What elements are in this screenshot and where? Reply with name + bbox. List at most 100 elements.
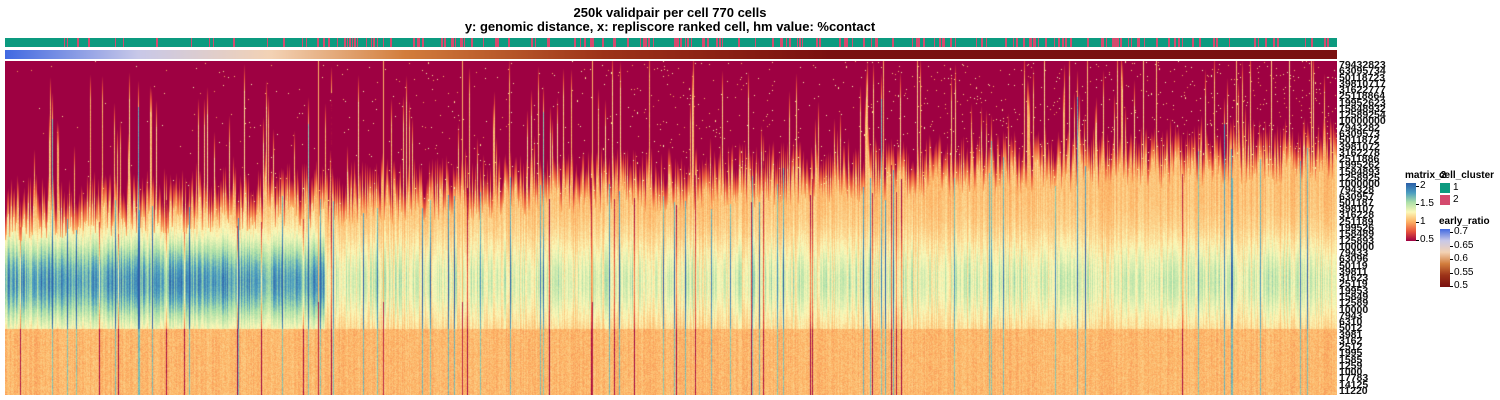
early-ratio-legend-title: early_ratio <box>1439 216 1490 227</box>
cluster-2-cell-mark <box>707 38 708 47</box>
cluster-2-cell-mark <box>1254 38 1256 47</box>
row-label: 3162278 <box>1339 146 1380 159</box>
cluster-2-cell-mark <box>645 38 647 47</box>
cluster-1-label: 1 <box>1453 182 1459 193</box>
cluster-2-cell-mark <box>283 38 285 47</box>
cluster-2-cell-mark <box>1058 38 1060 47</box>
cluster-2-cell-mark <box>1311 38 1313 47</box>
early-ratio-tick-mark <box>1450 272 1453 274</box>
row-label: 50118723 <box>1339 71 1386 84</box>
row-label: 39811 <box>1339 265 1368 278</box>
cluster-2-cell-mark <box>1229 38 1230 47</box>
early-ratio-gradient <box>1440 229 1450 287</box>
row-label: 15848932 <box>1339 102 1386 115</box>
row-label: 17783 <box>1339 372 1369 385</box>
cluster-2-cell-mark <box>1327 38 1329 47</box>
cluster-2-cell-mark <box>981 38 983 47</box>
cluster-bar-background <box>5 38 1337 47</box>
row-label: 158489 <box>1339 228 1375 241</box>
cluster-2-cell-mark <box>328 38 330 47</box>
cluster-2-cell-mark <box>1065 38 1067 47</box>
cluster-2-cell-mark <box>685 38 686 47</box>
cluster-2-cell-mark <box>1156 38 1158 47</box>
cluster-2-cell-mark <box>950 38 952 47</box>
cluster-2-cell-mark <box>156 38 158 47</box>
row-label: 79432823 <box>1339 60 1386 71</box>
cluster-2-cell-mark <box>819 38 821 47</box>
cluster-2-cell-mark <box>209 38 210 47</box>
cluster-2-cell-mark <box>508 38 510 47</box>
early-ratio-tick-mark <box>1450 259 1453 260</box>
cluster-2-cell-mark <box>944 38 945 47</box>
cluster-2-cell-mark <box>417 38 419 47</box>
cluster-2-cell-mark <box>350 38 351 47</box>
cluster-2-cell-mark <box>1005 38 1007 47</box>
cluster-2-cell-mark <box>939 38 941 47</box>
cluster-2-cell-mark <box>1030 38 1031 47</box>
cluster-2-cell-mark <box>678 38 679 47</box>
row-label: 794328 <box>1339 184 1375 197</box>
cluster-2-cell-mark <box>495 38 497 47</box>
cluster-2-cell-mark <box>357 38 358 47</box>
row-label: 50119 <box>1339 259 1368 272</box>
cluster-2-cell-mark <box>839 38 841 47</box>
cluster-2-cell-mark <box>1131 38 1132 47</box>
cluster-2-cell-mark <box>347 38 348 47</box>
cluster-2-cell-mark <box>1112 38 1114 47</box>
cluster-2-cell-mark <box>77 38 79 47</box>
cluster-2-cell-mark <box>390 38 392 47</box>
matrix-2-tick-label: 2 <box>1420 180 1426 191</box>
chart-title: 250k validpair per cell 770 cells <box>573 5 767 20</box>
cluster-2-cell-mark <box>377 38 378 47</box>
cluster-2-cell-mark <box>64 38 65 47</box>
cluster-2-cell-mark <box>676 38 677 47</box>
row-label: 39810717 <box>1339 77 1386 90</box>
cluster-2-cell-mark <box>483 38 484 47</box>
early-ratio-tick-label: 0.65 <box>1454 239 1474 251</box>
cluster-2-cell-mark <box>1324 38 1326 47</box>
cluster-2-cell-mark <box>352 38 353 47</box>
row-label: 14125 <box>1339 378 1369 391</box>
matrix-2-tick-mark <box>1416 222 1419 223</box>
cluster-2-cell-mark <box>1101 38 1102 47</box>
cluster-2-cell-mark <box>876 38 878 47</box>
cluster-2-cell-mark <box>1023 38 1025 47</box>
cluster-2-cell-mark <box>462 38 463 47</box>
row-label: 1258925 <box>1339 171 1380 184</box>
early-ratio-tick-label: 0.55 <box>1454 266 1474 278</box>
cluster-2-cell-mark <box>471 38 473 47</box>
row-label: 7943282 <box>1339 121 1380 134</box>
cluster-2-cell-mark <box>704 38 705 47</box>
cluster-2-cell-mark <box>1178 38 1180 47</box>
cluster-2-cell-mark <box>1031 38 1032 47</box>
cluster-2-cell-mark <box>1054 38 1055 47</box>
row-label: 63095734 <box>1339 65 1386 78</box>
cluster-2-cell-mark <box>719 38 721 47</box>
cluster-2-cell-mark <box>691 38 692 47</box>
cluster-2-cell-mark <box>574 38 576 47</box>
row-label: 12589 <box>1339 297 1369 310</box>
cluster-2-cell-mark <box>844 38 846 47</box>
row-label: 10000 <box>1339 303 1369 316</box>
row-label: 316228 <box>1339 209 1375 222</box>
early-ratio-tick-mark <box>1450 286 1453 287</box>
cluster-2-cell-mark <box>1062 38 1064 47</box>
matrix-2-legend-title: matrix_2 <box>1405 170 1447 181</box>
cluster-2-cell-mark <box>371 38 372 47</box>
cluster-2-cell-mark <box>1216 38 1218 47</box>
cluster-2-cell-mark <box>708 38 709 47</box>
cluster-2-cell-mark <box>267 38 268 47</box>
row-label: 251189 <box>1339 215 1374 228</box>
cluster-2-cell-mark <box>627 38 629 47</box>
early-ratio-tick-mark <box>1450 245 1453 247</box>
cluster-2-cell-mark <box>1115 38 1117 47</box>
cluster-2-cell-mark <box>366 38 367 47</box>
row-label: 79433 <box>1339 247 1369 260</box>
row-label: 1995 <box>1339 347 1363 360</box>
cluster-2-cell-mark <box>419 38 420 47</box>
early-ratio-tick-mark <box>1450 232 1453 233</box>
cluster-2-cell-mark <box>590 38 592 47</box>
cluster-2-cell-mark <box>1118 38 1119 47</box>
row-label: 15849 <box>1339 290 1369 303</box>
row-label: 1585 <box>1339 353 1363 366</box>
